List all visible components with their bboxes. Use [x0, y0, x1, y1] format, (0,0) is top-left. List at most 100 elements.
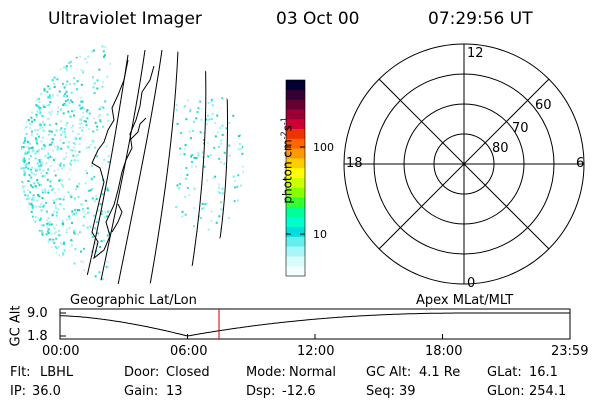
speckle: [31, 205, 34, 208]
speckle: [62, 112, 65, 115]
speckle: [98, 108, 101, 111]
speckle: [37, 194, 40, 196]
speckle: [56, 145, 59, 148]
speckle: [63, 241, 65, 244]
polar-plot: [343, 43, 585, 285]
speckle: [64, 128, 66, 131]
speckle: [39, 275, 42, 278]
time-tick-1800: 18:00: [425, 344, 463, 359]
speckle: [54, 157, 57, 160]
speckle: [218, 215, 221, 218]
speckle: [55, 247, 58, 249]
status-seq-value: 39: [399, 384, 416, 399]
speckle: [206, 179, 209, 182]
speckle: [71, 210, 74, 213]
speckle: [50, 42, 53, 45]
speckle: [31, 219, 34, 222]
speckle: [42, 169, 45, 172]
speckle: [67, 110, 70, 113]
speckle: [31, 150, 34, 153]
speckle: [40, 147, 43, 150]
speckle: [23, 124, 26, 126]
speckle: [48, 111, 51, 114]
speckle: [38, 124, 41, 127]
speckle: [51, 239, 54, 242]
speckle: [72, 231, 75, 234]
speckle: [40, 172, 43, 175]
speckle: [32, 248, 35, 251]
speckle: [69, 115, 72, 118]
speckle: [192, 120, 195, 123]
speckle: [71, 271, 74, 273]
speckle: [99, 106, 102, 109]
speckle: [100, 43, 102, 46]
speckle: [191, 130, 194, 132]
mlt-label-12: 12: [467, 46, 484, 61]
speckle: [20, 103, 23, 106]
speckle: [33, 89, 35, 92]
status-door-label: Door:: [124, 365, 160, 380]
speckle: [55, 41, 58, 44]
speckle: [204, 203, 207, 206]
speckle: [79, 250, 82, 253]
speckle: [52, 258, 54, 260]
coastline: [91, 59, 155, 260]
speckle: [47, 152, 50, 155]
speckle: [34, 79, 37, 82]
speckle: [201, 207, 204, 210]
speckle: [48, 45, 51, 48]
speckle: [61, 167, 63, 170]
speckle: [39, 251, 42, 253]
speckle: [200, 118, 203, 121]
speckle: [26, 214, 29, 217]
speckle: [35, 281, 38, 284]
speckle: [41, 188, 44, 191]
speckle: [90, 164, 93, 167]
speckle: [65, 104, 68, 107]
speckle: [43, 188, 46, 191]
speckle: [20, 167, 23, 170]
speckle: [39, 217, 42, 220]
speckle: [91, 197, 94, 200]
speckle: [63, 86, 66, 89]
speckle: [237, 199, 240, 202]
speckle: [23, 161, 26, 164]
speckle: [28, 147, 31, 150]
speckle: [79, 107, 82, 110]
speckle: [184, 148, 186, 151]
status-glon-label: GLon:: [487, 384, 525, 399]
speckle: [23, 110, 25, 113]
speckle: [99, 250, 102, 253]
speckle: [78, 143, 81, 145]
unit-exponent-1: -2: [279, 131, 289, 140]
speckle: [29, 127, 32, 130]
speckle: [76, 159, 79, 162]
speckle: [84, 58, 87, 61]
speckle: [62, 66, 65, 69]
speckle: [74, 188, 77, 191]
speckle: [43, 204, 46, 207]
speckle: [86, 207, 89, 210]
speckle: [43, 106, 46, 108]
speckle: [24, 151, 27, 154]
speckle: [42, 104, 45, 107]
speckle: [41, 191, 44, 194]
speckle: [24, 212, 27, 215]
speckle: [49, 101, 52, 104]
speckle: [180, 132, 183, 135]
speckle: [59, 178, 62, 181]
speckle: [57, 168, 60, 171]
speckle: [26, 45, 29, 48]
speckle: [38, 165, 41, 168]
speckle: [27, 257, 30, 260]
speckle: [22, 257, 25, 260]
speckle: [58, 230, 60, 232]
speckle: [28, 238, 31, 240]
colorbar-cell: [286, 236, 305, 247]
speckle: [59, 108, 62, 111]
speckle: [29, 250, 32, 252]
speckle: [65, 65, 68, 68]
speckle: [22, 141, 25, 144]
speckle: [80, 136, 83, 139]
speckle: [217, 190, 219, 193]
